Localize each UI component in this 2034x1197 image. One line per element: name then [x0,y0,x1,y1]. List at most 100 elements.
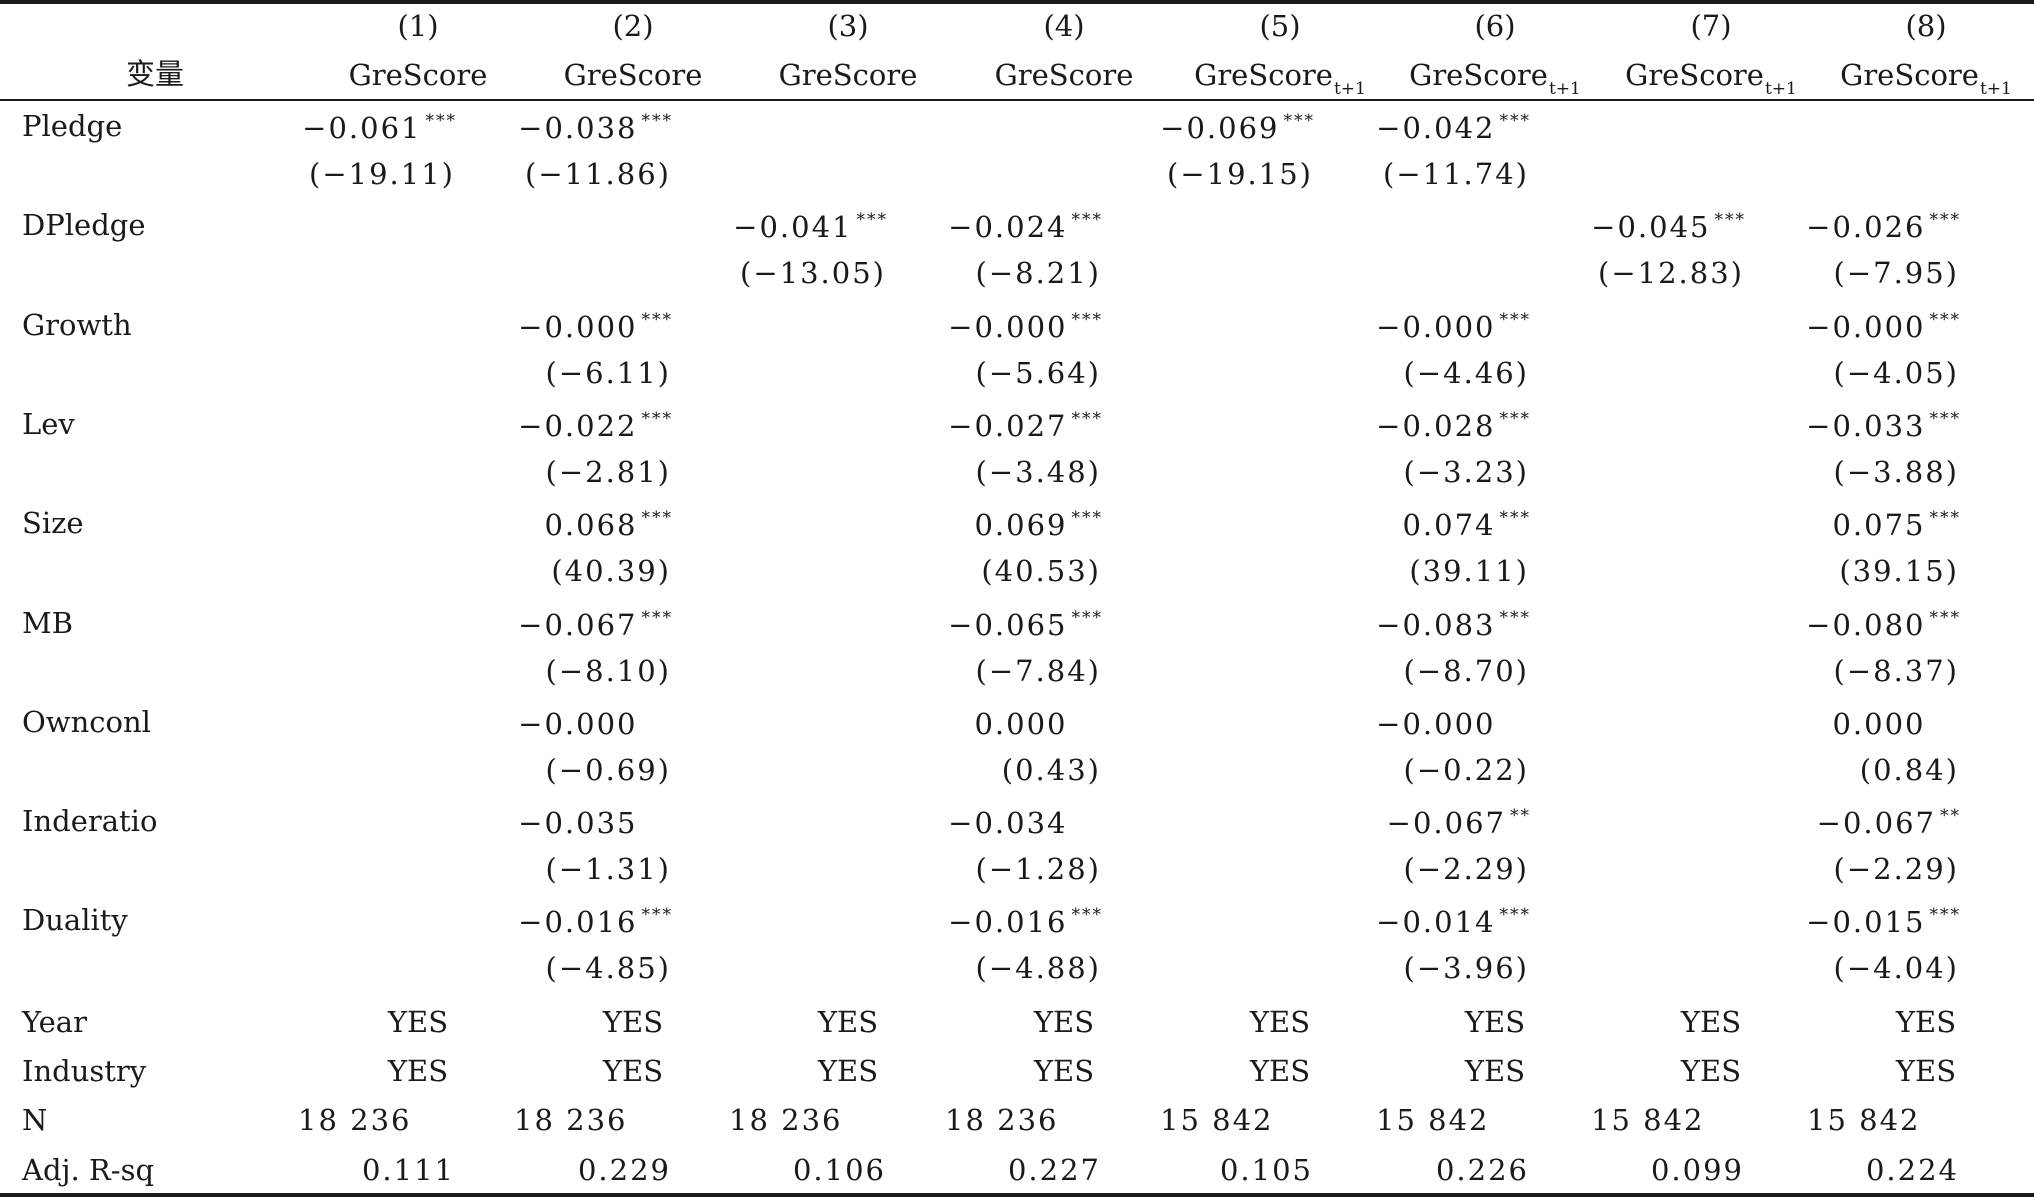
coefficient-cell: −0.024 *** [948,210,1103,244]
control-cell: YES [1464,1054,1526,1088]
coefficient-cell: −0.067 ** [1386,806,1531,840]
column-number: (6) [1474,9,1516,43]
variable-label: Ownconl [22,705,151,739]
control-cell: YES [817,1054,879,1088]
coefficient-value: −0.000 [1376,310,1496,344]
coefficient-cell: −0.000*** [1806,310,1961,344]
coefficient-value: −0.067 [1386,806,1506,840]
t-statistic-cell: (−19.11) [309,157,455,191]
control-cell: YES [1895,1005,1957,1039]
coefficient-value: −0.016 [948,905,1068,939]
significance-stars: *** [1071,210,1103,230]
control-cell: YES [1464,1005,1526,1039]
significance-stars: *** [1071,608,1103,628]
dependent-variable-name: GreScore [1840,58,1979,92]
coefficient-value: −0.000 [1806,310,1926,344]
significance-stars: *** [641,409,673,429]
coefficient-value: −0.028 [1376,409,1496,443]
coefficient-value: −0.061 [302,111,422,145]
coefficient-value: 0.075 [1832,508,1926,542]
coefficient-cell: −0.000*** [1376,710,1531,739]
coefficient-value: −0.069 [1160,111,1280,145]
coefficient-cell: −0.015 *** [1806,905,1961,939]
time-subscript: t+1 [1548,79,1581,99]
coefficient-cell: 0.069 *** [974,508,1103,540]
coefficient-value: −0.026 [1806,210,1926,244]
observations-cell: 15 842 [1160,1103,1274,1137]
column-number: (3) [827,9,869,43]
significance-stars: *** [1499,608,1531,628]
t-statistic-cell: (−4.85) [545,951,671,985]
significance-stars: *** [1499,111,1531,131]
coefficient-cell: −0.083 *** [1376,608,1531,642]
dependent-variable-name: GreScore [778,58,918,92]
adj-r-squared-cell: 0.226 [1435,1153,1529,1187]
coefficient-value: −0.045 [1591,210,1711,244]
observations-cell: 18 236 [729,1103,843,1137]
coefficient-cell: −0.000*** [1376,310,1531,344]
coefficient-cell: −0.067 ** [1817,808,1961,838]
coefficient-value: −0.000 [518,310,638,344]
coefficient-value: 0.000 [1832,707,1926,741]
coefficient-value: −0.014 [1376,905,1496,939]
coefficient-value: 0.074 [1402,508,1496,542]
column-number: (2) [612,9,654,43]
coefficient-value: −0.083 [1376,608,1496,642]
control-label: Year [22,1005,87,1039]
coefficient-cell: −0.000*** [518,710,673,739]
adj-r-squared-label: Adj. R-sq [22,1153,155,1187]
t-statistic-cell: (−0.69) [545,753,671,787]
control-cell: YES [1033,1054,1095,1088]
t-statistic-cell: (−8.70) [1403,654,1529,688]
significance-stars: *** [1071,508,1103,528]
control-cell: YES [1249,1005,1311,1039]
coefficient-value: −0.065 [948,608,1068,642]
dependent-variable-name: GreScore [994,58,1134,92]
coefficient-cell: 0.000*** [974,710,1103,739]
t-statistic-cell: (−13.05) [740,256,886,290]
dependent-variable-name: GreScore [348,58,488,92]
adj-r-squared-cell: 0.229 [577,1153,671,1187]
t-statistic-cell: (−1.28) [975,852,1101,886]
adj-r-squared-cell: 0.224 [1865,1153,1959,1187]
t-statistic-cell: (0.84) [1859,753,1959,787]
observations-label: N [22,1103,48,1137]
coefficient-value: −0.034 [948,806,1068,840]
t-statistic-cell: (−6.11) [545,356,671,390]
t-statistic-cell: (−3.88) [1833,455,1959,489]
observations-cell: 15 842 [1591,1103,1705,1137]
t-statistic-cell: (−4.04) [1833,951,1959,985]
coefficient-value: −0.080 [1806,608,1926,642]
t-statistic-cell: (−11.86) [525,157,671,191]
coefficient-value: −0.000 [1376,707,1496,741]
dependent-variable-name: GreScore [563,58,703,92]
coefficient-value: −0.000 [518,707,638,741]
observations-cell: 15 842 [1376,1103,1490,1137]
coefficient-cell: −0.000*** [948,312,1103,342]
control-cell: YES [817,1005,879,1039]
t-statistic-cell: (−1.31) [545,852,671,886]
t-statistic-cell: (−12.83) [1598,256,1744,290]
observations-cell: 18 236 [298,1103,412,1137]
t-statistic-cell: (−3.96) [1403,951,1529,985]
significance-stars: *** [1929,508,1961,528]
coefficient-value: −0.024 [948,210,1068,244]
t-statistic-cell: (0.43) [1001,753,1101,787]
significance-stars: ** [1510,806,1531,826]
t-statistic-cell: (−19.15) [1167,157,1313,191]
table-header-rule [0,99,2034,101]
observations-cell: 15 842 [1807,1103,1921,1137]
coefficient-value: −0.015 [1806,905,1926,939]
coefficient-cell: 0.068 *** [544,508,673,540]
coefficient-value: −0.038 [518,111,638,145]
significance-stars: *** [1499,905,1531,925]
significance-stars: *** [641,508,673,528]
variable-label: Inderatio [22,804,158,838]
coefficient-cell: −0.045 *** [1591,210,1746,244]
significance-stars: *** [641,111,673,131]
coefficient-cell: −0.027 *** [948,411,1103,441]
dependent-variable-name: GreScore [1625,58,1764,92]
t-statistic-cell: (−7.84) [975,654,1101,688]
dependent-variable-label: GreScoret+1 [1194,61,1366,98]
observations-cell: 18 236 [514,1103,628,1137]
